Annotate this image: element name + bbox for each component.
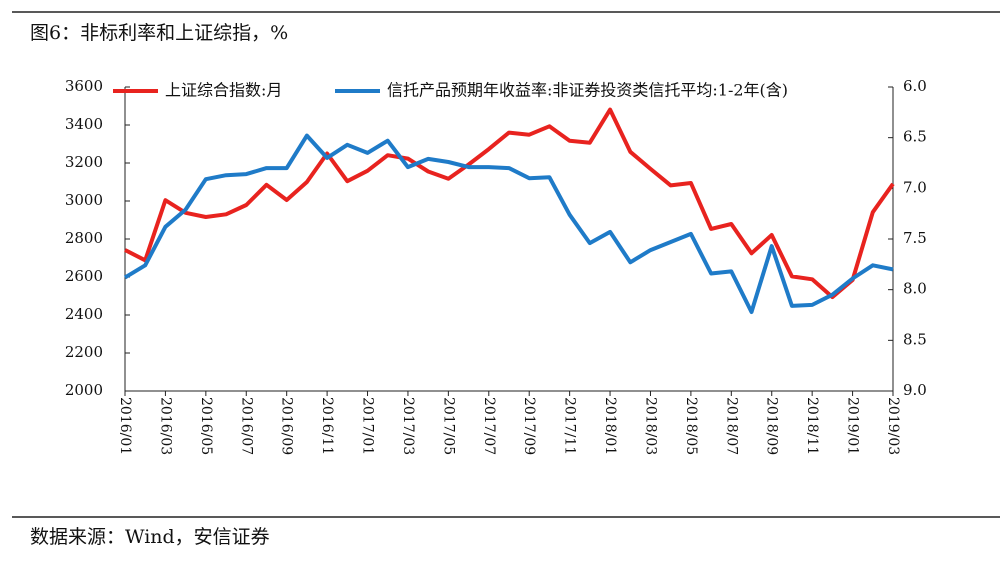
x-tick-label: 2017/07 (481, 397, 497, 455)
x-tick-label: 2019/01 (845, 397, 861, 455)
x-tick-label: 2018/07 (723, 397, 739, 455)
x-tick-label: 2016/03 (157, 397, 173, 455)
y-tick-label: 3400 (65, 115, 103, 133)
x-tick-label: 2018/03 (642, 397, 658, 455)
y-tick-label: 2200 (65, 343, 103, 361)
x-tick-label: 2016/05 (198, 397, 214, 455)
x-tick-label: 2018/11 (804, 397, 820, 455)
y-tick-label: 2400 (65, 305, 103, 323)
x-tick-label: 2017/01 (360, 397, 376, 455)
y-tick-label: 3600 (65, 77, 103, 95)
y2-tick-label: 6.5 (903, 128, 927, 146)
series-line (123, 133, 894, 314)
x-tick-label: 2017/03 (400, 397, 416, 455)
x-tick-label: 2017/05 (440, 397, 456, 455)
x-tick-label: 2016/01 (117, 397, 133, 455)
x-tick-label: 2018/09 (764, 397, 780, 455)
y-tick-label: 2800 (65, 229, 103, 247)
y2-tick-label: 7.0 (903, 178, 927, 196)
chart-title: 图6：非标利率和上证综指，% (30, 22, 288, 44)
y2-tick-label: 8.5 (903, 330, 927, 348)
x-tick-label: 2016/07 (238, 397, 254, 455)
y2-tick-label: 9.0 (903, 381, 927, 399)
source-note: 数据来源：Wind，安信证券 (30, 526, 270, 548)
legend-label: 信托产品预期年收益率:非证券投资类信托平均:1-2年(含) (387, 81, 788, 100)
y2-tick-label: 7.5 (903, 229, 927, 247)
x-tick-label: 2018/01 (602, 397, 618, 455)
y2-tick-label: 8.0 (903, 280, 927, 298)
y-tick-label: 2600 (65, 267, 103, 285)
x-tick-label: 2017/11 (562, 397, 578, 455)
y2-tick-label: 6.0 (903, 77, 927, 95)
x-tick-label: 2016/11 (319, 397, 335, 455)
y-tick-label: 3200 (65, 153, 103, 171)
x-tick-label: 2018/05 (683, 397, 699, 455)
legend-label: 上证综合指数:月 (165, 81, 282, 100)
x-tick-label: 2019/03 (885, 397, 901, 455)
x-tick-label: 2016/09 (279, 397, 295, 455)
x-tick-label: 2017/09 (521, 397, 537, 455)
y-tick-label: 3000 (65, 191, 103, 209)
y-tick-label: 2000 (65, 381, 103, 399)
series-line (124, 107, 895, 300)
